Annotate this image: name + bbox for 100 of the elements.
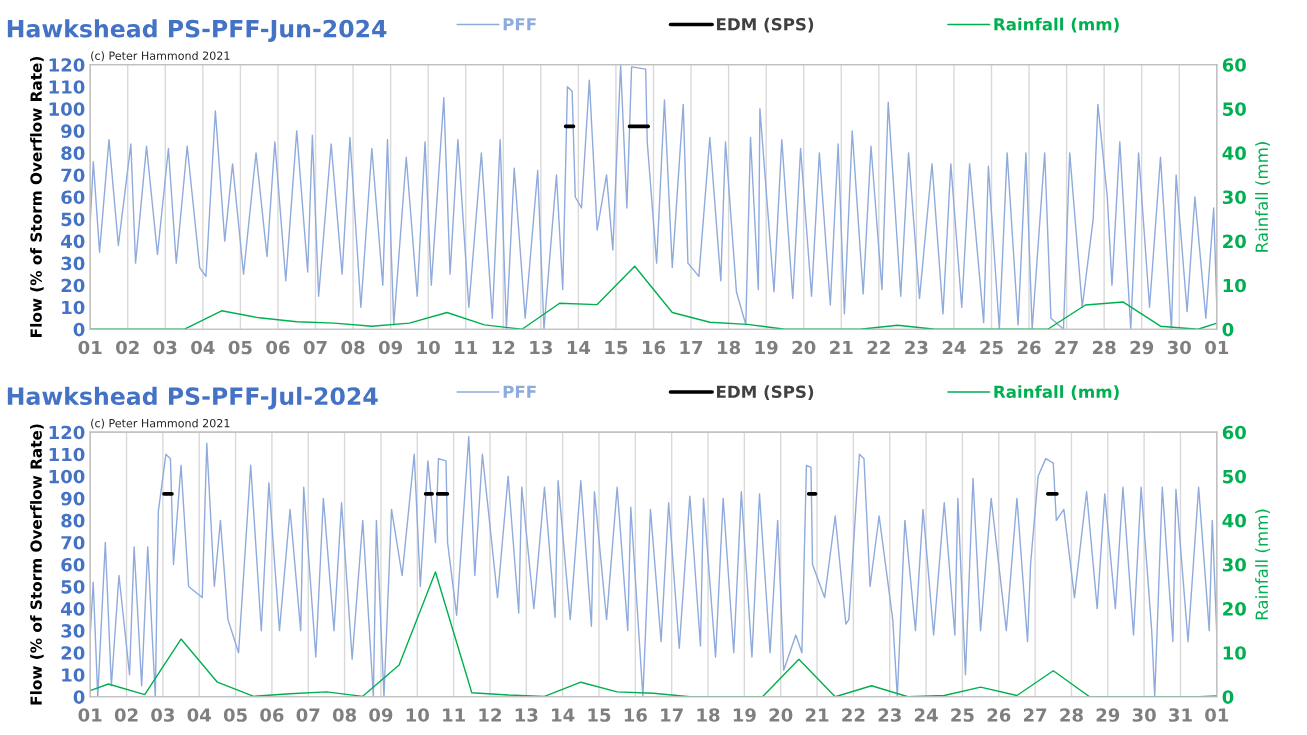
x-tick-label: 30 [1167,340,1191,355]
x-tick-label: 13 [530,340,552,355]
y2-tick-label: 10 [1223,278,1246,293]
y-tick-label: 110 [49,447,85,462]
x-tick-label: 27 [1023,708,1047,722]
text: (c) Peter Hammond 2021 [91,51,230,62]
x-tick-label: 13 [515,708,538,722]
x-tick-label: 10 [406,708,429,722]
x-tick-label: 30 [1132,708,1156,722]
y-tick-label: 80 [61,146,85,160]
legend-label: Rainfall (mm) [994,17,1119,33]
x-tick-label: 06 [266,340,290,355]
x-tick-label: 03 [153,340,177,355]
x-tick-label: 09 [378,340,403,355]
y2-tick-label: 40 [1222,146,1246,160]
x-tick-label: 03 [151,708,174,722]
x-tick-label: 07 [303,340,327,355]
text: (c) Peter Hammond 2021 [91,418,230,429]
x-tick-label: 15 [605,340,628,355]
chart-title: Hawkshead PS-PFF-Jun-2024 [7,19,387,42]
y2-tick-label: 30 [1222,557,1246,572]
y-tick-label: 60 [61,557,85,572]
x-tick-label: 12 [479,708,501,722]
x-tick-label: 23 [905,340,928,355]
x-tick-label: 20 [769,708,793,722]
y2-tick-label: 50 [1223,102,1246,116]
y-tick-label: 30 [61,256,85,271]
y2-tick-label: 30 [1222,190,1246,205]
x-tick-label: 22 [867,340,890,355]
x-tick-label: 05 [228,340,252,355]
x-tick-label: 31 [1169,708,1192,722]
x-tick-label: 26 [1017,340,1041,355]
y-tick-label: 40 [61,234,85,249]
line-series [90,64,1217,330]
y-tick-label: 100 [49,102,85,116]
y-tick-label: 80 [61,513,85,528]
x-tick-label: 01 [1205,340,1229,355]
x-tick-label: 18 [718,340,741,355]
x-tick-label: 27 [1055,340,1078,355]
y-tick-label: 10 [62,300,85,315]
x-tick-label: 14 [552,708,575,722]
x-tick-label: 12 [492,340,515,355]
y-tick-label: 20 [61,278,85,293]
x-tick-label: 16 [624,708,647,722]
y-tick-label: 120 [49,58,85,72]
x-tick-label: 18 [697,708,720,722]
x-tick-label: 11 [455,340,478,355]
y2-tick-label: 50 [1223,469,1246,484]
legend-label: Rainfall (mm) [994,385,1119,401]
legend-label: PFF [503,18,536,31]
y-tick-label: 90 [61,491,85,506]
line-series [90,435,1217,697]
y-tick-label: 50 [61,212,85,227]
y-tick-label: 40 [61,602,85,616]
x-tick-label: 25 [951,708,974,722]
x-tick-label: 17 [680,340,703,355]
y2-axis-title: Rainfall (mm) [1255,509,1270,620]
x-tick-label: 01 [78,708,102,722]
y2-tick-label: 0 [1222,322,1234,337]
x-tick-label: 24 [942,340,966,355]
x-tick-label: 08 [332,708,357,722]
y-tick-label: 30 [61,624,85,638]
x-tick-label: 29 [1130,340,1154,355]
y-tick-label: 0 [73,690,85,704]
y-tick-label: 20 [61,646,85,660]
y2-tick-label: 10 [1223,646,1246,660]
x-tick-label: 09 [369,708,393,722]
x-tick-label: 19 [733,708,756,722]
x-tick-label: 05 [223,708,247,722]
x-tick-label: 15 [588,708,611,722]
y2-tick-label: 20 [1223,602,1246,616]
y2-tick-label: 20 [1223,234,1246,249]
x-tick-label: 20 [792,340,816,355]
y-tick-label: 50 [61,579,85,594]
legend-label: PFF [503,385,536,398]
x-tick-label: 25 [980,340,1003,355]
x-tick-label: 16 [642,340,666,355]
x-tick-label: 02 [116,340,139,355]
x-tick-label: 04 [191,340,215,355]
x-tick-label: 07 [296,708,320,722]
x-tick-label: 06 [260,708,284,722]
x-tick-label: 21 [805,708,829,722]
y2-tick-label: 60 [1222,425,1246,440]
x-tick-label: 28 [1060,708,1083,722]
x-tick-label: 10 [417,340,440,355]
y-tick-label: 100 [49,469,85,484]
x-tick-label: 19 [755,340,778,355]
legend-label: EDM (SPS) [717,385,814,401]
x-tick-label: 17 [661,708,683,722]
x-tick-label: 23 [878,708,901,722]
y-tick-label: 70 [61,168,85,183]
legend-label: EDM (SPS) [717,17,814,33]
y-tick-label: 10 [62,668,85,682]
y2-tick-label: 40 [1222,513,1246,528]
y2-axis-title: Rainfall (mm) [1255,142,1270,252]
x-tick-label: 22 [842,708,865,722]
y-tick-label: 60 [61,190,85,205]
x-tick-label: 28 [1093,340,1116,355]
y-axis-title: Flow (% of Storm Overflow Rate) [30,424,44,705]
y-tick-label: 110 [49,80,85,94]
